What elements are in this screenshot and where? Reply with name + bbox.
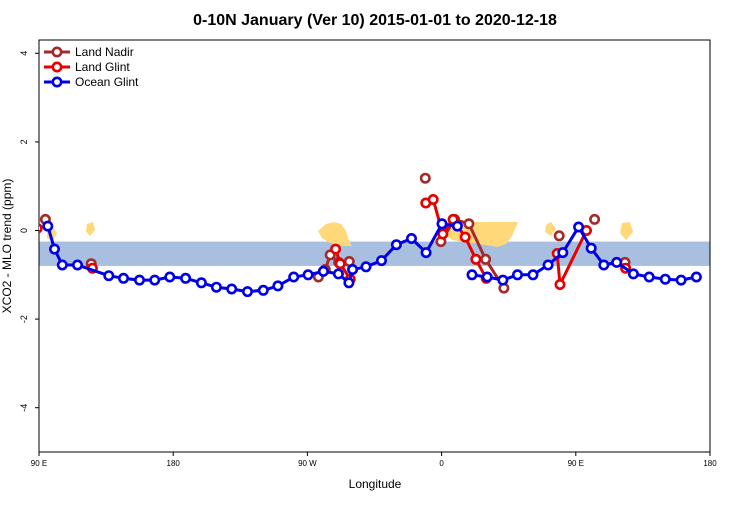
data-point-ocean-glint (497, 274, 509, 286)
data-point-ocean-glint (643, 271, 655, 283)
chart-title: 0-10N January (Ver 10) 2015-01-01 to 202… (193, 12, 557, 29)
data-point-ocean-glint (226, 283, 238, 295)
background-layer (39, 222, 710, 266)
data-point-land-glint (437, 228, 449, 240)
data-point-land-glint (554, 278, 566, 290)
x-tick-label: 90 E (31, 459, 47, 468)
data-point-ocean-glint (675, 274, 687, 286)
data-point-ocean-glint (302, 269, 314, 281)
x-tick-label: 180 (703, 459, 717, 468)
y-tick-label: 2 (19, 139, 29, 144)
data-point-ocean-glint (481, 271, 493, 283)
land-mass-islands (86, 222, 95, 236)
data-point-ocean-glint (288, 271, 300, 283)
x-tick-label: 0 (439, 459, 444, 468)
legend-swatch-marker (51, 46, 63, 58)
legend-entry-land-nadir: Land Nadir (44, 45, 134, 59)
series-layer (39, 172, 702, 298)
data-point-land-glint (470, 253, 482, 265)
y-tick-label: -2 (19, 315, 29, 323)
legend-label-land-nadir: Land Nadir (75, 45, 134, 59)
data-point-land-glint (330, 243, 342, 255)
data-point-ocean-glint (598, 259, 610, 271)
data-point-ocean-glint (118, 272, 130, 284)
data-point-ocean-glint (149, 274, 161, 286)
data-point-land-glint (459, 231, 471, 243)
data-point-ocean-glint (103, 270, 115, 282)
y-tick-label: 4 (19, 51, 29, 56)
data-point-land-nadir (480, 253, 492, 265)
data-point-ocean-glint (360, 261, 372, 273)
data-point-ocean-glint (210, 281, 222, 293)
data-point-ocean-glint (317, 265, 329, 277)
data-point-ocean-glint (573, 221, 585, 233)
data-point-ocean-glint (48, 243, 60, 255)
legend-swatch-marker (51, 61, 63, 73)
data-point-ocean-glint (690, 271, 702, 283)
legend-entry-ocean-glint: Ocean Glint (44, 75, 139, 89)
x-axis-label: Longitude (349, 477, 402, 491)
legend-entry-land-glint: Land Glint (44, 60, 130, 74)
x-tick-label: 90 W (298, 459, 317, 468)
data-point-land-nadir (419, 172, 431, 184)
land-mass-islands (620, 222, 633, 240)
y-tick-label: -4 (19, 404, 29, 412)
data-point-ocean-glint (436, 218, 448, 230)
legend-label-ocean-glint: Ocean Glint (75, 75, 139, 89)
data-point-ocean-glint (180, 272, 192, 284)
data-point-ocean-glint (347, 263, 359, 275)
data-point-ocean-glint (134, 274, 146, 286)
x-tick-label: 180 (167, 459, 181, 468)
land-mass-islands (545, 222, 556, 236)
y-tick-label: 0 (19, 228, 29, 233)
legend-label-land-glint: Land Glint (75, 60, 130, 74)
data-point-ocean-glint (375, 255, 387, 267)
data-point-ocean-glint (272, 280, 284, 292)
data-point-ocean-glint (451, 220, 463, 232)
data-point-ocean-glint (466, 269, 478, 281)
data-point-land-nadir (589, 213, 601, 225)
data-point-land-glint (39, 223, 43, 234)
land-mass-south-america (318, 222, 352, 246)
data-point-ocean-glint (164, 271, 176, 283)
data-point-ocean-glint (343, 277, 355, 289)
data-point-ocean-glint (405, 233, 417, 245)
data-point-ocean-glint (257, 284, 269, 296)
data-point-ocean-glint (627, 268, 639, 280)
y-axis-label: XCO2 - MLO trend (ppm) (0, 179, 14, 314)
data-point-land-nadir (463, 218, 475, 230)
data-point-land-nadir (553, 230, 565, 242)
data-point-ocean-glint (332, 268, 344, 280)
data-point-ocean-glint (390, 239, 402, 251)
x-axis: 90 E 180 90 W 0 90 E 180 (31, 452, 717, 468)
data-point-land-glint (427, 194, 439, 206)
data-point-ocean-glint (242, 286, 254, 298)
series-line-ocean-glint (470, 225, 698, 282)
legend-swatch-marker (51, 76, 63, 88)
data-point-ocean-glint (611, 256, 623, 268)
series-ocean-glint (42, 218, 702, 298)
data-point-ocean-glint (542, 259, 554, 271)
legend: Land Nadir Land Glint Ocean Glint (44, 45, 139, 89)
data-point-ocean-glint (557, 247, 569, 259)
data-point-ocean-glint (42, 220, 54, 232)
data-point-ocean-glint (659, 273, 671, 285)
data-point-ocean-glint (527, 269, 539, 281)
data-point-ocean-glint (511, 269, 523, 281)
y-axis: -4 -2 0 2 4 (19, 51, 39, 412)
data-point-ocean-glint (56, 259, 68, 271)
data-point-ocean-glint (585, 242, 597, 254)
data-point-land-glint (334, 258, 346, 270)
x-tick-label: 90 E (568, 459, 584, 468)
data-point-ocean-glint (420, 247, 432, 259)
plot-frame (38, 39, 711, 453)
data-point-ocean-glint (195, 277, 207, 289)
data-point-ocean-glint (72, 259, 84, 271)
